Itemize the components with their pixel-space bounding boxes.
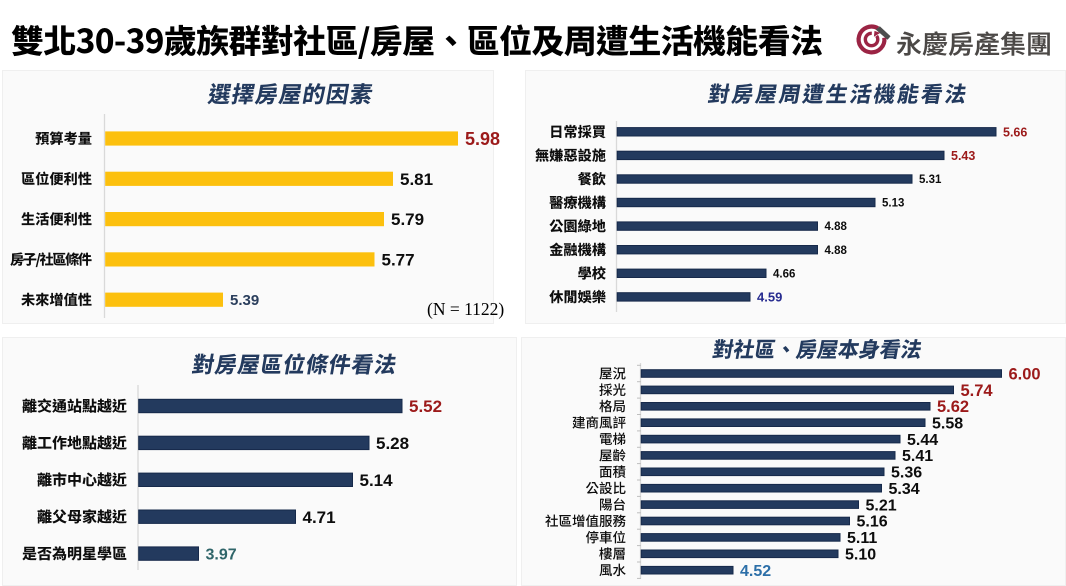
svg-text:5.81: 5.81 (400, 170, 433, 189)
svg-text:6.00: 6.00 (1009, 365, 1041, 383)
svg-text:5.43: 5.43 (951, 149, 975, 163)
svg-text:5.52: 5.52 (409, 397, 442, 416)
svg-text:4.88: 4.88 (825, 245, 848, 257)
svg-text:5.58: 5.58 (932, 415, 963, 432)
svg-text:5.11: 5.11 (847, 530, 877, 547)
svg-text:5.36: 5.36 (891, 465, 922, 482)
svg-text:4.66: 4.66 (773, 268, 795, 280)
svg-text:4.88: 4.88 (825, 221, 848, 233)
svg-text:5.98: 5.98 (465, 129, 500, 149)
svg-text:5.74: 5.74 (961, 382, 994, 400)
svg-text:4.59: 4.59 (757, 290, 782, 305)
svg-text:5.16: 5.16 (857, 514, 888, 531)
svg-text:5.77: 5.77 (382, 251, 415, 270)
svg-text:5.62: 5.62 (937, 398, 969, 416)
svg-text:5.13: 5.13 (882, 198, 904, 210)
svg-text:5.44: 5.44 (907, 432, 938, 449)
svg-text:5.10: 5.10 (845, 547, 876, 564)
svg-text:5.39: 5.39 (230, 292, 259, 309)
svg-text:3.97: 3.97 (206, 546, 237, 563)
svg-text:5.34: 5.34 (889, 481, 920, 498)
svg-text:5.41: 5.41 (902, 448, 933, 465)
svg-text:5.66: 5.66 (1003, 125, 1027, 139)
svg-text:(N = 1122): (N = 1122) (427, 299, 504, 319)
svg-text:5.14: 5.14 (360, 471, 394, 490)
svg-text:5.28: 5.28 (376, 434, 409, 453)
svg-text:4.71: 4.71 (303, 508, 336, 527)
svg-text:5.79: 5.79 (391, 210, 424, 229)
svg-text:5.31: 5.31 (919, 174, 942, 186)
svg-text:4.52: 4.52 (740, 563, 771, 580)
svg-text:5.21: 5.21 (866, 497, 897, 514)
